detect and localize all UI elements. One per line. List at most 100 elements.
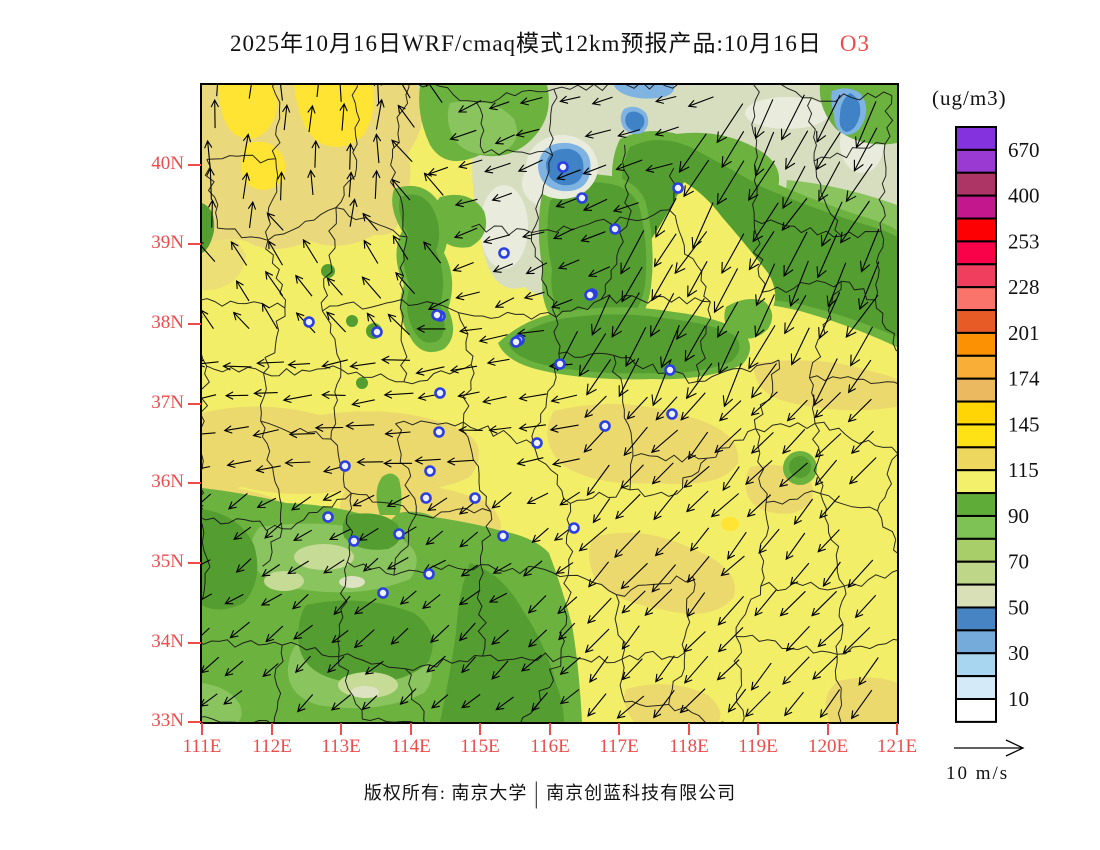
colorbar-cell <box>955 286 997 312</box>
city-marker <box>393 528 405 540</box>
colorbar-cell <box>955 354 997 380</box>
colorbar-tick-label: 145 <box>1008 412 1040 436</box>
lat-tick <box>188 403 201 405</box>
colorbar-cell <box>955 423 997 449</box>
copyright-owner: 版权所有: 南京大学 <box>363 783 528 803</box>
city-marker <box>557 161 569 173</box>
lat-label: 35N <box>151 551 184 572</box>
lon-label: 114E <box>391 736 431 757</box>
colorbar-tick-label: 70 <box>1008 550 1029 574</box>
colorbar-cell <box>955 240 997 266</box>
colorbar-cell <box>955 698 997 723</box>
colorbar-tick-label: 201 <box>1008 321 1040 345</box>
lon-label: 111E <box>182 736 222 757</box>
colorbar-cell <box>955 331 997 357</box>
lat-label: 40N <box>151 153 184 174</box>
lon-tick <box>549 723 551 735</box>
city-marker <box>531 437 543 449</box>
colorbar-cell <box>955 148 997 174</box>
city-marker <box>469 492 481 504</box>
colorbar-tick-label: 253 <box>1008 229 1040 253</box>
lat-label: 38N <box>151 312 184 333</box>
city-marker <box>423 568 435 580</box>
lat-tick <box>188 721 201 723</box>
lat-label: 34N <box>151 631 184 652</box>
wind-scale-label: 10 m/s <box>946 763 1010 784</box>
lat-tick <box>188 164 201 166</box>
lat-tick <box>188 243 201 245</box>
colorbar-cell <box>955 514 997 540</box>
o3-fill-layer <box>202 85 897 722</box>
city-marker <box>420 492 432 504</box>
colorbar-tick-label: 115 <box>1008 458 1039 482</box>
colorbar-cell <box>955 171 997 197</box>
city-marker <box>568 522 580 534</box>
lon-label: 113E <box>321 736 361 757</box>
colorbar-cell <box>955 400 997 426</box>
copyright-footer: 版权所有: 南京大学 | 南京创蓝科技有限公司 <box>0 777 1100 810</box>
colorbar-tick-label: 90 <box>1008 504 1029 528</box>
colorbar-cell <box>955 583 997 609</box>
city-marker <box>497 530 509 542</box>
colorbar-tick-label: 228 <box>1008 275 1040 299</box>
lon-tick <box>271 723 273 735</box>
lat-label: 37N <box>151 392 184 413</box>
city-marker <box>510 336 522 348</box>
lat-label: 39N <box>151 232 184 253</box>
lon-label: 120E <box>807 736 849 757</box>
colorbar-cell <box>955 377 997 403</box>
lon-tick <box>479 723 481 735</box>
colorbar: 670 400 253 228 201 174 145 115 90 70 50 30 10 <box>955 126 1040 723</box>
colorbar-tick-label: 670 <box>1008 138 1040 162</box>
lon-label: 118E <box>669 736 709 757</box>
lon-tick <box>340 723 342 735</box>
colorbar-cell <box>955 629 997 655</box>
lat-tick <box>188 562 201 564</box>
colorbar-cell <box>955 537 997 563</box>
lon-label: 115E <box>460 736 500 757</box>
city-marker <box>339 460 351 472</box>
city-marker <box>609 223 621 235</box>
lon-tick <box>896 723 898 735</box>
title-pollutant: O3 <box>839 31 870 56</box>
lon-tick <box>410 723 412 735</box>
colorbar-cell <box>955 652 997 678</box>
colorbar-tick-label: 400 <box>1008 184 1040 208</box>
city-marker <box>498 247 510 259</box>
forecast-map <box>200 83 899 724</box>
lat-label: 36N <box>151 471 184 492</box>
colorbar-unit-label: (ug/m3) <box>932 86 1007 110</box>
footer-separator: | <box>534 776 540 810</box>
city-marker <box>303 316 315 328</box>
city-marker <box>377 587 389 599</box>
lon-tick <box>201 723 203 735</box>
colorbar-tick-label: 50 <box>1008 596 1029 620</box>
city-marker <box>433 426 445 438</box>
colorbar-cell <box>955 606 997 632</box>
copyright-company: 南京创蓝科技有限公司 <box>546 783 737 803</box>
colorbar-cell <box>955 492 997 517</box>
colorbar-cell <box>955 194 997 220</box>
lat-tick <box>188 323 201 325</box>
city-marker <box>576 192 588 204</box>
city-marker <box>348 535 360 547</box>
colorbar-cell <box>955 309 997 334</box>
city-marker <box>664 364 676 376</box>
colorbar-cell <box>955 263 997 289</box>
city-marker <box>424 465 436 477</box>
colorbar-tick-label: 174 <box>1008 367 1040 391</box>
city-marker <box>666 408 678 420</box>
colorbar-cell <box>955 675 997 700</box>
lon-label: 117E <box>599 736 639 757</box>
lon-label: 112E <box>252 736 292 757</box>
city-marker <box>431 309 443 321</box>
title-main: 2025年10月16日WRF/cmaq模式12km预报产品:10月16日 <box>230 31 822 56</box>
lon-tick <box>688 723 690 735</box>
lon-tick <box>827 723 829 735</box>
city-marker <box>554 358 566 370</box>
page-title: 2025年10月16日WRF/cmaq模式12km预报产品:10月16日 O3 <box>0 24 1100 58</box>
colorbar-tick-label: 10 <box>1008 687 1029 711</box>
city-marker <box>371 326 383 338</box>
lon-label: 121E <box>876 736 918 757</box>
o3-concentration-map <box>202 85 897 722</box>
